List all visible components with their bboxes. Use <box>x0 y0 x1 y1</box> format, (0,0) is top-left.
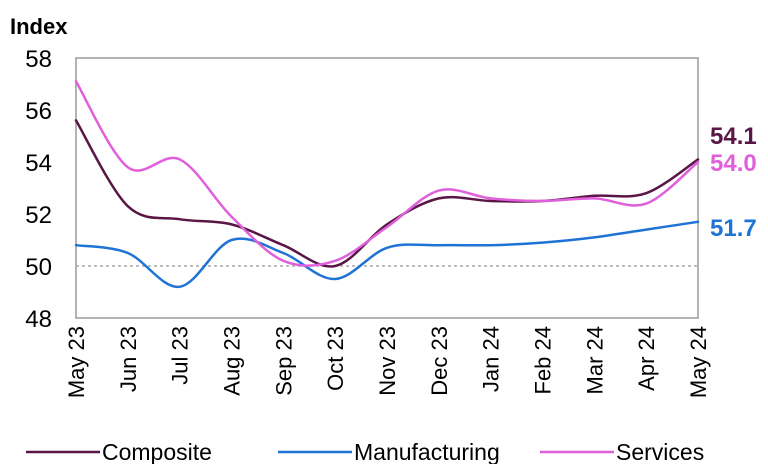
y-tick-label: 50 <box>25 254 52 281</box>
x-tick-label: Jul 23 <box>168 326 193 385</box>
x-tick-label: Dec 23 <box>427 326 452 396</box>
series-line-manufacturing <box>74 220 700 289</box>
x-tick-label: Nov 23 <box>375 326 400 396</box>
legend-label-composite: Composite <box>102 439 212 464</box>
end-label-manufacturing: 51.7 <box>710 215 757 242</box>
x-tick-label: Jan 24 <box>479 326 504 392</box>
x-tick-label: Aug 23 <box>220 326 245 396</box>
series-line-services <box>74 80 700 267</box>
plot-area-frame <box>75 57 699 319</box>
end-label-composite: 54.1 <box>710 123 757 150</box>
y-tick-label: 54 <box>25 150 52 177</box>
y-tick-label: 58 <box>25 46 52 73</box>
x-tick-label: Sep 23 <box>271 326 296 396</box>
series-line-composite <box>74 119 700 268</box>
y-axis-label: Index <box>10 14 68 39</box>
y-tick-label: 52 <box>25 202 52 229</box>
x-tick-label: May 24 <box>686 326 711 398</box>
legend-label-manufacturing: Manufacturing <box>354 439 500 464</box>
legend-label-services: Services <box>616 439 704 464</box>
y-tick-label: 48 <box>25 306 52 333</box>
x-tick-label: Jun 23 <box>116 326 141 392</box>
x-tick-label: Mar 24 <box>582 326 607 394</box>
y-tick-label: 56 <box>25 98 52 125</box>
x-tick-label: Oct 23 <box>323 326 348 391</box>
x-tick-label: Feb 24 <box>531 326 556 395</box>
end-label-services: 54.0 <box>710 150 757 177</box>
x-tick-label: May 23 <box>64 326 89 398</box>
x-tick-label: Apr 24 <box>634 326 659 391</box>
